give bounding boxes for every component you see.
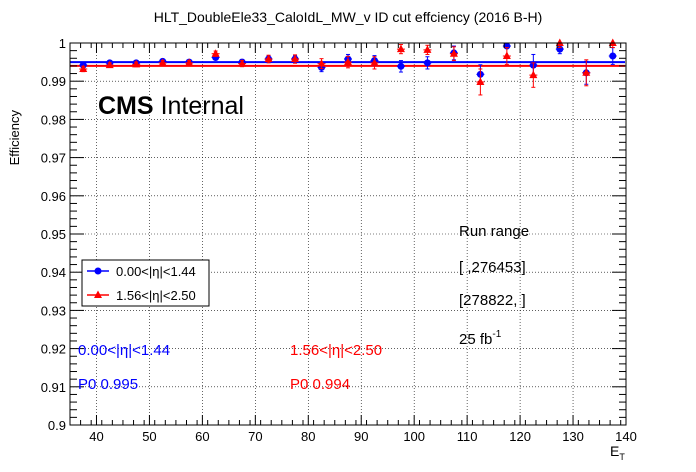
- data-point-triangle: [449, 49, 458, 57]
- data-point-triangle: [211, 49, 220, 57]
- data-point-triangle: [317, 59, 326, 67]
- x-tick-label: 120: [509, 429, 531, 444]
- legend-box: [81, 259, 210, 307]
- chart-title: HLT_DoubleEle33_CaloIdL_MW_v ID cut effc…: [154, 9, 543, 25]
- x-tick-label: 70: [248, 429, 262, 444]
- data-point-triangle: [370, 58, 379, 66]
- data-point-triangle: [132, 59, 141, 68]
- y-tick-label: 1: [59, 36, 66, 51]
- y-tick-label: 0.92: [41, 342, 66, 357]
- data-point-triangle: [608, 38, 617, 46]
- y-tick-label: 0.94: [41, 265, 66, 280]
- fit-label-blue-eta: 0.00<|η|<1.44: [78, 342, 170, 359]
- run-range-2: [278822, ]: [459, 292, 526, 309]
- x-tick-label: 90: [354, 429, 368, 444]
- axis-tick-labels: 40 50 60 70 80 90 100 110 120 130 140 0.9 0.91 0.92 0.…: [41, 36, 637, 444]
- legend-red-label: 1.56<|η|<2.50: [116, 288, 196, 303]
- x-tick-label: 100: [403, 429, 425, 444]
- data-point-triangle: [423, 45, 432, 53]
- x-tick-label: 130: [562, 429, 584, 444]
- data-point-triangle: [264, 54, 273, 63]
- data-point-triangle: [582, 68, 591, 76]
- legend-blue-label: 0.00<|η|<1.44: [116, 264, 196, 279]
- data-point-circle: [397, 62, 405, 70]
- fit-label-red-p0: P0 0.994: [290, 376, 350, 393]
- data-point-triangle: [476, 77, 485, 85]
- x-tick-label: 140: [615, 429, 637, 444]
- x-tick-label: 110: [457, 429, 478, 444]
- data-point-triangle: [291, 54, 300, 63]
- y-tick-label: 0.96: [41, 189, 66, 204]
- plot-area: [70, 43, 626, 425]
- y-tick-label: 0.9: [48, 418, 66, 433]
- fit-label-blue-p0: P0 0.995: [78, 376, 138, 393]
- data-point-triangle: [79, 64, 88, 72]
- axis-ticks: [69, 42, 627, 426]
- y-axis-label: Efficiency: [7, 110, 22, 166]
- y-tick-label: 0.95: [41, 227, 66, 242]
- data-point-circle: [609, 52, 617, 60]
- legend-blue-marker: [94, 267, 102, 275]
- y-tick-label: 0.93: [41, 303, 66, 318]
- data-point-circle: [423, 59, 431, 67]
- legend: 0.00<|η|<1.44 1.56<|η|<2.50: [81, 259, 210, 307]
- luminosity-label: 25 fb-1: [459, 329, 502, 348]
- data-point-triangle: [502, 51, 511, 59]
- data-point-triangle: [105, 60, 114, 69]
- y-tick-label: 0.98: [41, 112, 66, 127]
- data-point-triangle: [555, 38, 564, 46]
- data-point-triangle: [529, 70, 538, 79]
- x-tick-label: 80: [301, 429, 315, 444]
- data-point-triangle: [238, 59, 247, 67]
- fit-label-red-eta: 1.56<|η|<2.50: [290, 342, 382, 359]
- data-point-triangle: [344, 57, 352, 66]
- x-tick-label: 40: [89, 429, 103, 444]
- run-range-1: [ ,276453]: [459, 259, 526, 276]
- data-point-triangle: [158, 58, 167, 66]
- x-tick-label: 60: [195, 429, 209, 444]
- run-range-title: Run range: [459, 223, 529, 240]
- y-tick-label: 0.97: [41, 151, 66, 166]
- legend-red-marker: [94, 290, 102, 298]
- data-point-triangle: [396, 44, 405, 53]
- y-tick-label: 0.91: [41, 380, 66, 395]
- x-axis-label: ET: [610, 443, 625, 462]
- x-tick-label: 50: [142, 429, 156, 444]
- y-tick-label: 0.99: [41, 74, 66, 89]
- data-point-triangle: [185, 58, 194, 66]
- data-points: [79, 38, 617, 96]
- cms-label: CMS Internal: [98, 92, 244, 120]
